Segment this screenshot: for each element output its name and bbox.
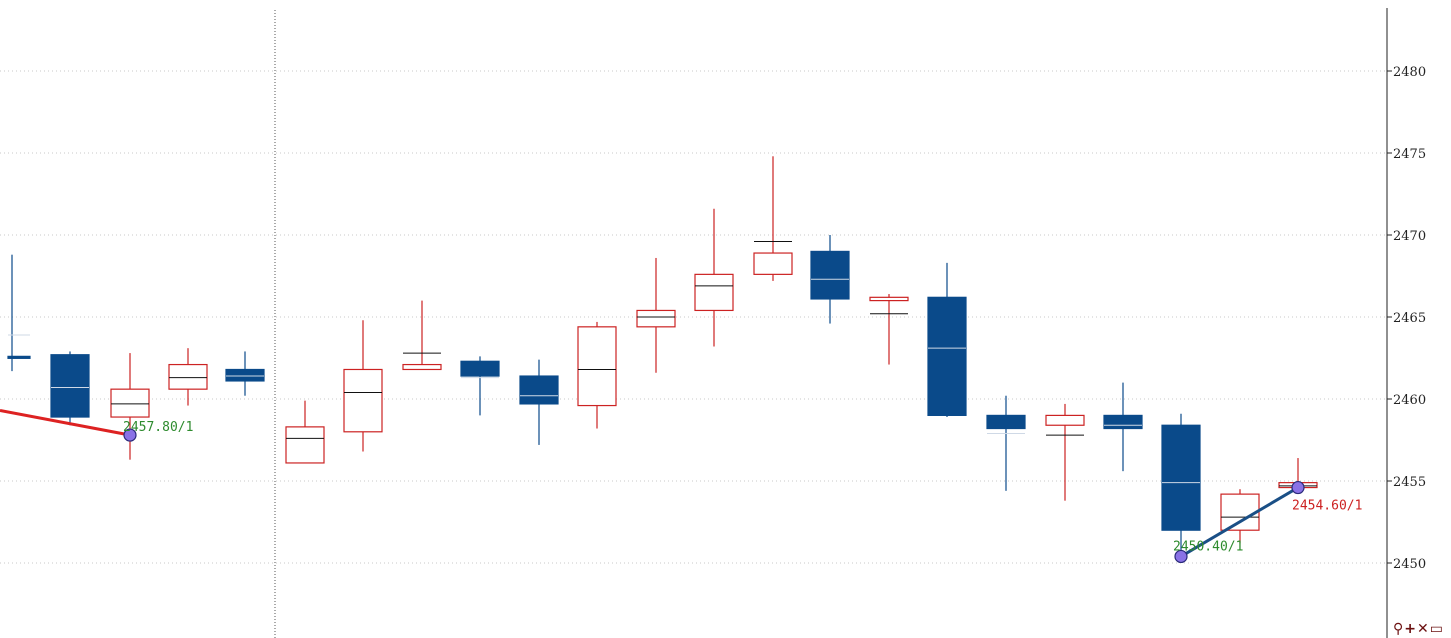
candle-body bbox=[110, 388, 150, 418]
candle bbox=[1045, 403, 1085, 501]
candle bbox=[694, 208, 734, 347]
candle bbox=[986, 395, 1026, 491]
candle-body bbox=[50, 354, 90, 418]
candle-body bbox=[7, 355, 31, 359]
candle-body bbox=[285, 426, 325, 464]
candle-body bbox=[343, 368, 383, 433]
candle bbox=[285, 400, 325, 464]
candle bbox=[1220, 489, 1260, 544]
candle bbox=[50, 351, 90, 426]
candle bbox=[110, 353, 150, 460]
candle bbox=[7, 254, 31, 372]
candle bbox=[1103, 382, 1143, 472]
candle bbox=[402, 300, 442, 371]
annotation-point bbox=[1291, 480, 1305, 495]
candle bbox=[810, 235, 850, 324]
candle-body bbox=[1161, 424, 1201, 531]
y-tick-label: 2475 bbox=[1393, 147, 1426, 162]
candle-body bbox=[577, 326, 617, 407]
window-icon[interactable]: ▭ bbox=[1429, 621, 1443, 637]
candle-body bbox=[402, 363, 442, 371]
y-tick-label: 2465 bbox=[1393, 311, 1426, 326]
y-tick-label: 2460 bbox=[1393, 393, 1426, 408]
candle-body bbox=[753, 252, 793, 275]
chart-toolbar: ⚲ + ✕ ▭ bbox=[1393, 622, 1443, 636]
candle-body bbox=[636, 309, 676, 328]
candle bbox=[1161, 413, 1201, 554]
candle bbox=[577, 321, 617, 429]
candle-body bbox=[810, 250, 850, 300]
candles bbox=[7, 156, 1318, 554]
annotation-label: 2454.60/1 bbox=[1292, 499, 1362, 514]
trend-line-red bbox=[0, 409, 131, 437]
candle-body bbox=[869, 296, 909, 302]
trend-line-blue bbox=[1180, 486, 1299, 558]
add-icon[interactable]: + bbox=[1404, 621, 1417, 637]
annotation-point bbox=[1174, 549, 1188, 564]
candle-body bbox=[1045, 414, 1085, 426]
y-tick-label: 2480 bbox=[1393, 65, 1426, 80]
y-tick-label: 2470 bbox=[1393, 229, 1426, 244]
y-tick-label: 2450 bbox=[1393, 557, 1426, 572]
zoom-icon[interactable]: ⚲ bbox=[1393, 621, 1404, 637]
annotation-label: 2457.80/1 bbox=[123, 420, 193, 435]
candle bbox=[225, 351, 265, 396]
trend-lines bbox=[0, 409, 1299, 558]
candle bbox=[927, 262, 967, 418]
candle-body bbox=[460, 360, 500, 377]
price-axis: 2450 2455 2460 2465 2470 2475 2480 bbox=[1387, 65, 1426, 572]
candle bbox=[460, 356, 500, 416]
candle-body bbox=[1103, 414, 1143, 430]
candle bbox=[869, 294, 909, 365]
candle-body bbox=[168, 363, 208, 390]
candle bbox=[168, 348, 208, 406]
price-annotations: 2457.80/1 2450.40/1 2454.60/1 bbox=[123, 420, 1362, 564]
annotation-point bbox=[123, 428, 137, 442]
candle-body bbox=[225, 368, 265, 382]
candle-body bbox=[694, 273, 734, 312]
candle bbox=[519, 359, 559, 445]
candle bbox=[343, 320, 383, 452]
candle-body bbox=[986, 414, 1026, 430]
candle-body bbox=[927, 296, 967, 417]
candle bbox=[753, 156, 793, 281]
candle-body bbox=[1220, 493, 1260, 531]
candle-body bbox=[519, 375, 559, 405]
close-icon[interactable]: ✕ bbox=[1417, 621, 1429, 637]
candle bbox=[636, 257, 676, 373]
annotation-label: 2450.40/1 bbox=[1173, 539, 1243, 554]
y-tick-label: 2455 bbox=[1393, 475, 1426, 490]
